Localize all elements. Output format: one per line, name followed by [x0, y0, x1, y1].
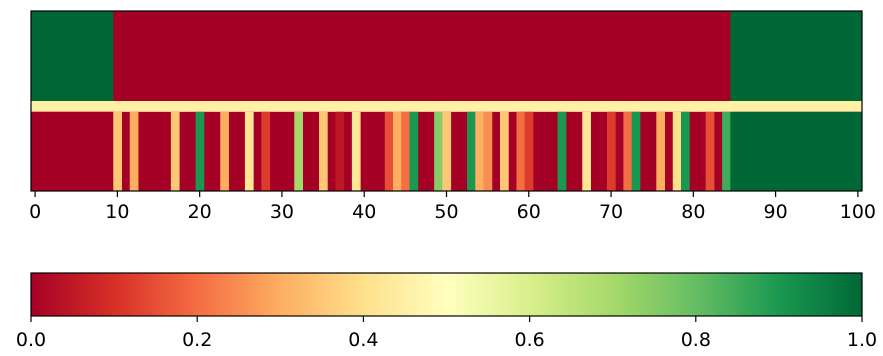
heatmap-cell [31, 101, 862, 112]
heatmap-cell [113, 111, 123, 191]
heatmap-cell [631, 111, 641, 191]
heatmap-cell [129, 111, 139, 191]
heatmap-cell [31, 11, 114, 101]
colorbar-tick-label: 0.8 [681, 329, 711, 351]
x-tick-label: 40 [352, 201, 376, 223]
colorbar-frame [30, 272, 863, 317]
x-tick-label: 10 [105, 201, 129, 223]
heatmap-cell [499, 111, 509, 191]
heatmap-cell [335, 111, 345, 191]
heatmap-cell [31, 111, 114, 191]
heatmap-cell [401, 111, 410, 191]
heatmap-cell [730, 11, 862, 101]
colorbar-axis: 0.0 0.2 0.4 0.6 0.8 1.0 [16, 316, 877, 351]
x-tick-label: 70 [599, 201, 623, 223]
colorbar-gradient [31, 273, 862, 316]
x-tick-label: 30 [270, 201, 294, 223]
heatmap-cell [170, 111, 180, 191]
heatmap-cell [606, 111, 616, 191]
heatmap-cell [467, 111, 476, 191]
heatmap-cell [722, 111, 731, 191]
heatmap-cell [730, 111, 862, 191]
heatmap-cell [582, 111, 591, 191]
heatmap-cell [623, 111, 633, 191]
heatmap-cell [524, 111, 534, 191]
heatmap-cell [351, 111, 361, 191]
heatmap-cell [483, 111, 493, 191]
x-tick-label: 50 [434, 201, 458, 223]
heatmap-cell [557, 111, 567, 191]
heatmap-cells [31, 11, 862, 191]
colorbar-tick-label: 0.4 [348, 329, 378, 351]
heatmap-x-axis: 0 10 20 30 40 50 60 70 80 90 100 [29, 191, 876, 223]
heatmap-cell [384, 111, 394, 191]
heatmap-cell [475, 111, 485, 191]
heatmap-cell [393, 111, 402, 191]
heatmap-cell [656, 111, 666, 191]
heatmap-cell [442, 111, 452, 191]
heatmap-cell [244, 111, 254, 191]
heatmap-cell [318, 111, 328, 191]
x-tick-label: 60 [517, 201, 541, 223]
heatmap-cell [672, 111, 682, 191]
heatmap-cell [516, 111, 526, 191]
colorbar-tick-label: 1.0 [847, 329, 877, 351]
x-tick-label: 0 [29, 201, 41, 223]
heatmap-cell [434, 111, 443, 191]
colorbar-tick-label: 0.0 [16, 329, 46, 351]
x-tick-label: 20 [188, 201, 212, 223]
heatmap-cell [680, 111, 690, 191]
heatmap-cell [113, 11, 731, 101]
heatmap-cell [220, 111, 229, 191]
heatmap-cell [195, 111, 205, 191]
heatmap-cell [705, 111, 715, 191]
heatmap-cell [261, 111, 271, 191]
heatmap-cell [409, 111, 419, 191]
heatmap-cell [294, 111, 304, 191]
colorbar-tick-label: 0.6 [514, 329, 544, 351]
colorbar-tick-label: 0.2 [182, 329, 212, 351]
x-tick-label: 100 [840, 201, 876, 223]
colorbar: 0.0 0.2 0.4 0.6 0.8 1.0 [16, 272, 877, 351]
heatmap-plot: 0 10 20 30 40 50 60 70 80 90 100 [29, 10, 876, 223]
x-tick-label: 80 [681, 201, 705, 223]
x-tick-label: 90 [764, 201, 788, 223]
